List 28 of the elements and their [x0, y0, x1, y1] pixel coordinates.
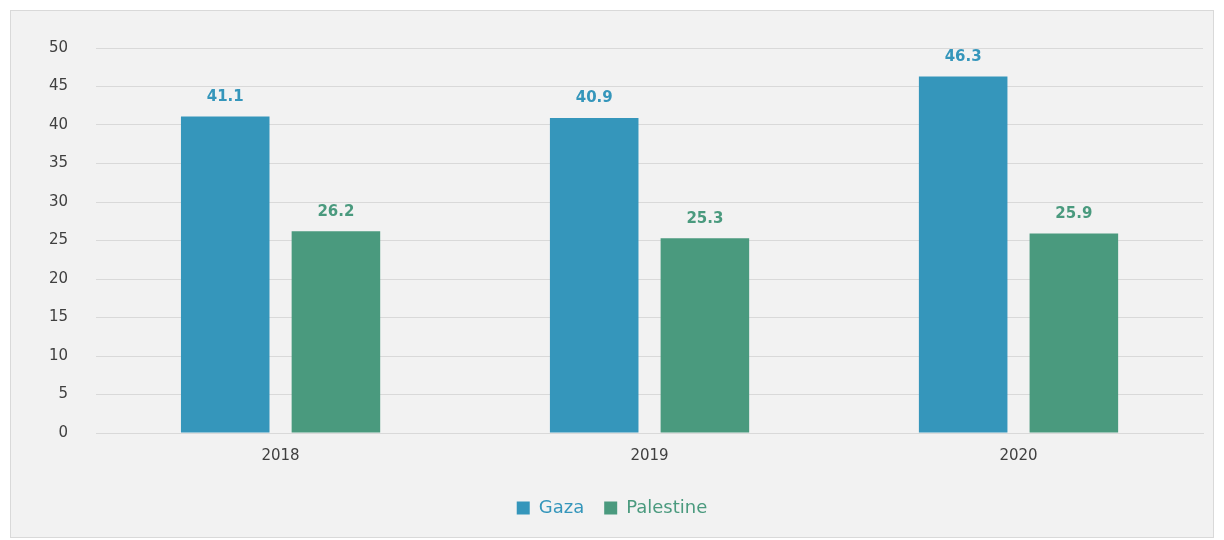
data-label: 26.2: [317, 201, 355, 220]
data-label: 25.3: [686, 208, 724, 227]
y-tick-label: 5: [58, 384, 69, 403]
bar: [291, 231, 381, 433]
y-tick-label: 40: [48, 114, 69, 133]
bar: [918, 76, 1008, 433]
y-tick-label: 20: [48, 268, 69, 287]
legend-label: Gaza: [538, 495, 585, 517]
data-label: 40.9: [575, 88, 613, 107]
y-tick-label: 35: [48, 153, 69, 172]
x-tick-label: 2019: [630, 445, 669, 464]
x-tick-label: 2020: [999, 445, 1038, 464]
bar: [660, 238, 750, 433]
x-tick-label: 2018: [261, 445, 300, 464]
legend-label: Palestine: [626, 495, 708, 517]
y-tick-label: 45: [48, 76, 69, 95]
y-tick-label: 0: [58, 422, 69, 441]
y-tick-label: 30: [48, 191, 69, 210]
bar: [549, 118, 639, 433]
data-label: 25.9: [1055, 203, 1093, 222]
data-label: 41.1: [206, 86, 244, 105]
y-tick-label: 50: [48, 37, 69, 56]
y-tick-label: 10: [48, 345, 69, 364]
bar: [1029, 233, 1119, 433]
data-label: 46.3: [944, 46, 982, 65]
y-tick-label: 15: [48, 307, 69, 326]
bar: [180, 116, 270, 433]
y-tick-label: 25: [48, 230, 69, 249]
